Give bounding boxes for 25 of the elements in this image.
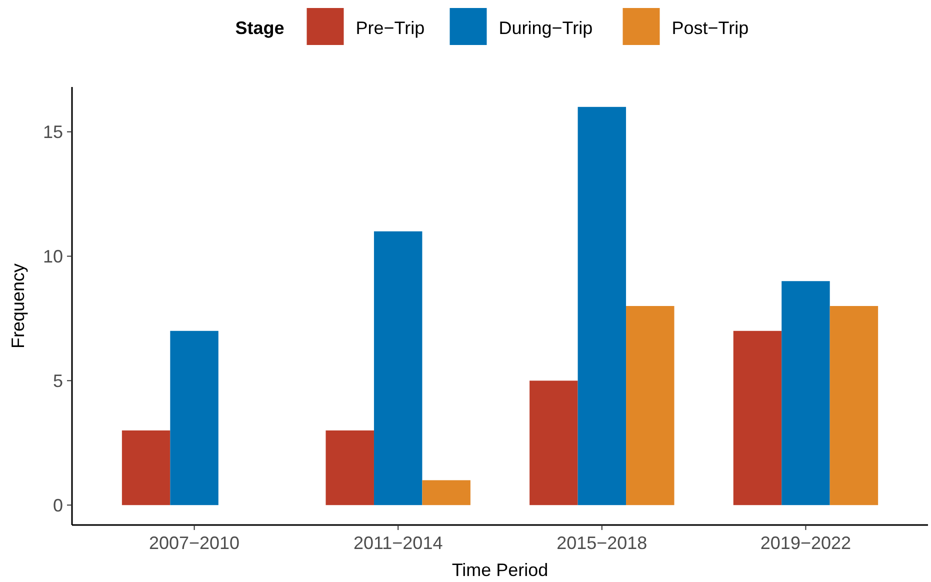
x-tick-label: 2019−2022 bbox=[760, 533, 852, 553]
bar bbox=[374, 231, 422, 506]
legend-title: Stage bbox=[235, 18, 284, 38]
bar bbox=[626, 306, 674, 506]
legend-label: During−Trip bbox=[498, 18, 593, 38]
bar bbox=[170, 330, 218, 506]
y-tick-label: 5 bbox=[52, 370, 63, 391]
bar bbox=[733, 330, 782, 506]
x-tick-label: 2015−2018 bbox=[556, 533, 648, 553]
x-tick-label: 2011−2014 bbox=[353, 533, 443, 553]
legend-label: Post−Trip bbox=[672, 18, 749, 38]
y-tick-label: 0 bbox=[52, 495, 63, 516]
bar bbox=[782, 281, 830, 506]
legend-label: Pre−Trip bbox=[356, 18, 425, 38]
bar bbox=[326, 430, 374, 506]
bar bbox=[422, 480, 470, 506]
y-tick-label: 10 bbox=[42, 246, 63, 267]
bar bbox=[830, 306, 878, 506]
bar bbox=[578, 106, 626, 506]
bar bbox=[122, 430, 170, 506]
y-axis-title: Frequency bbox=[8, 263, 28, 349]
bar bbox=[530, 380, 578, 506]
y-tick-label: 15 bbox=[42, 122, 63, 142]
x-tick-label: 2007−2010 bbox=[148, 533, 240, 553]
x-axis-title: Time Period bbox=[452, 560, 548, 580]
